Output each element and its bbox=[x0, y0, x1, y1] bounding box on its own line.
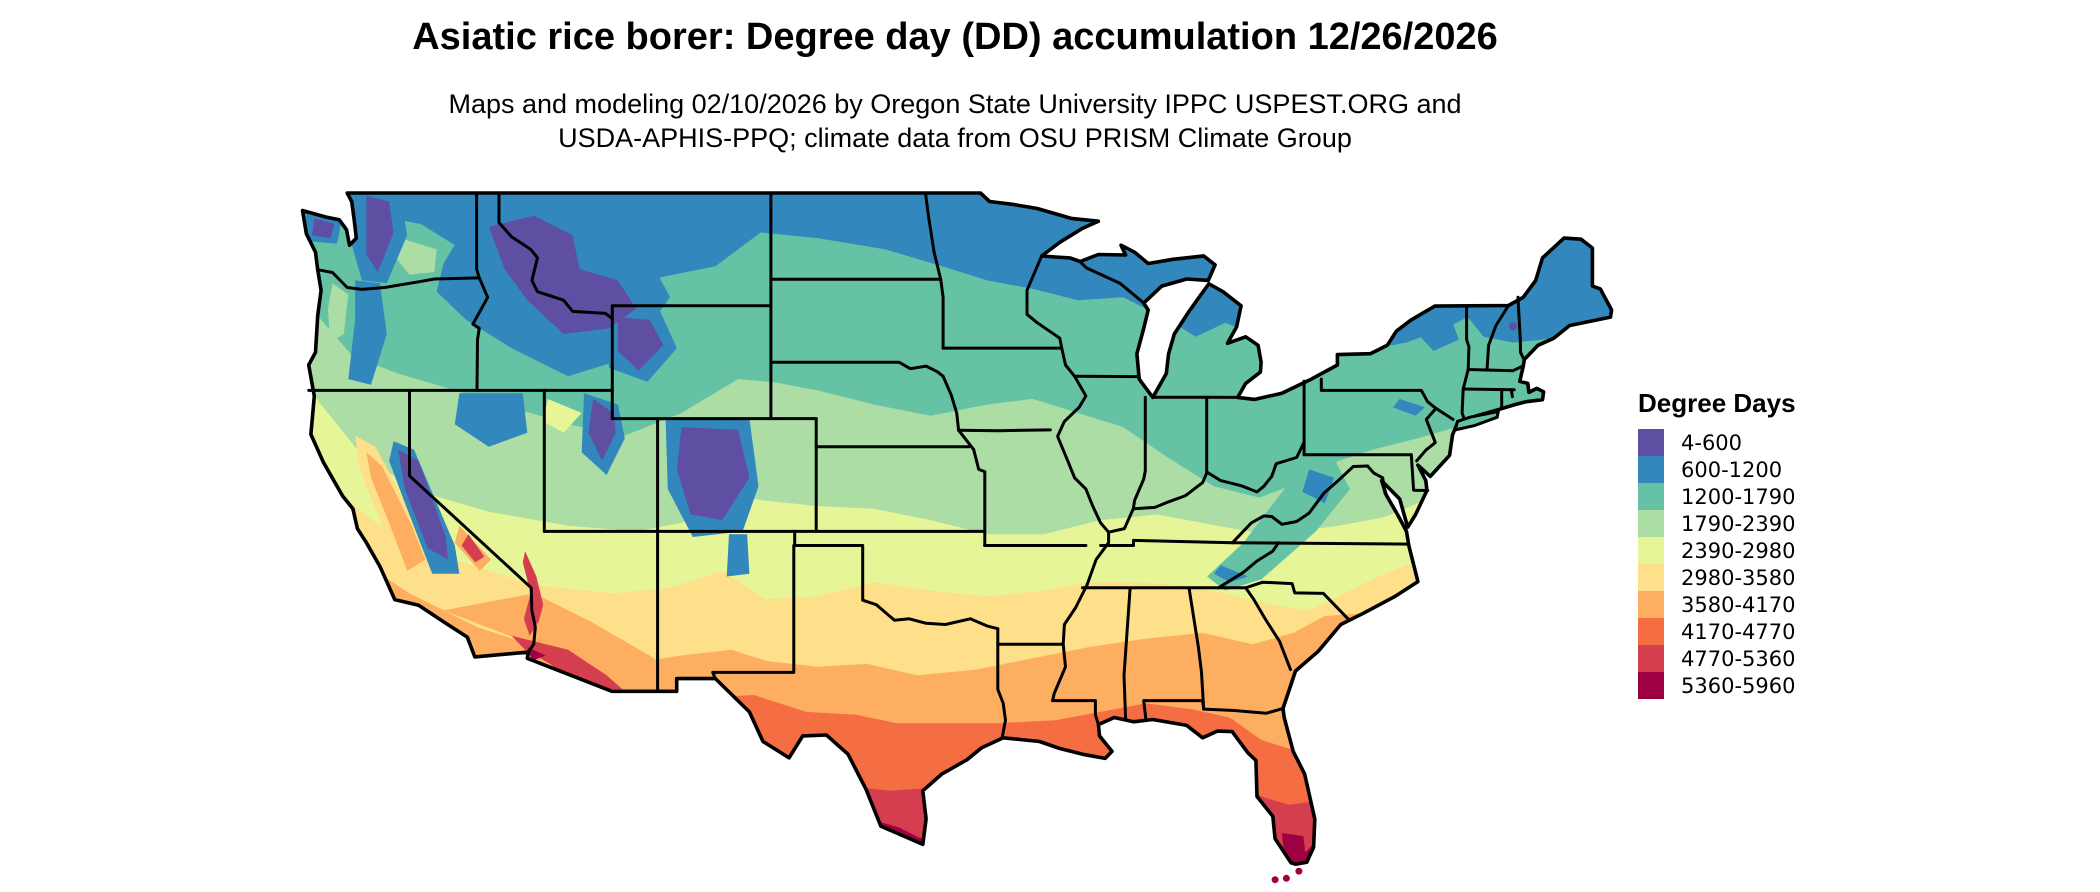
legend-item: 4770-5360 bbox=[1638, 645, 1796, 672]
subtitle-line-1: Maps and modeling 02/10/2026 by Oregon S… bbox=[448, 89, 1462, 119]
legend-item: 1790-2390 bbox=[1638, 510, 1796, 537]
legend-label: 2390-2980 bbox=[1681, 538, 1796, 563]
legend-label: 4770-5360 bbox=[1681, 646, 1796, 671]
legend-label: 1790-2390 bbox=[1681, 511, 1796, 536]
florida-keys-dot bbox=[1295, 867, 1303, 875]
legend-label: 5360-5960 bbox=[1681, 673, 1796, 698]
florida-keys-dot bbox=[1271, 876, 1279, 884]
legend-color-swatch bbox=[1638, 645, 1664, 672]
figure-title: Asiatic rice borer: Degree day (DD) accu… bbox=[412, 16, 1498, 58]
degree-days-legend: Degree Days 4-600 600-1200 1200-1790 1790-2… bbox=[1638, 388, 1796, 699]
legend-color-swatch bbox=[1638, 564, 1664, 591]
legend-item: 600-1200 bbox=[1638, 456, 1796, 483]
legend-color-swatch bbox=[1638, 483, 1664, 510]
legend-item: 3580-4170 bbox=[1638, 591, 1796, 618]
legend-color-swatch bbox=[1638, 672, 1664, 699]
legend-label: 1200-1790 bbox=[1681, 484, 1796, 509]
legend-color-swatch bbox=[1638, 591, 1664, 618]
legend-label: 4-600 bbox=[1681, 430, 1743, 455]
legend-label: 2980-3580 bbox=[1681, 565, 1796, 590]
legend-color-swatch bbox=[1638, 510, 1664, 537]
legend-label: 3580-4170 bbox=[1681, 592, 1796, 617]
legend-item: 4170-4770 bbox=[1638, 618, 1796, 645]
subtitle-line-2: USDA-APHIS-PPQ; climate data from OSU PR… bbox=[558, 123, 1352, 153]
legend-label: 4170-4770 bbox=[1681, 619, 1796, 644]
legend-label: 600-1200 bbox=[1681, 457, 1783, 482]
legend-color-swatch bbox=[1638, 537, 1664, 564]
florida-keys-dot bbox=[1282, 874, 1290, 882]
legend-item: 1200-1790 bbox=[1638, 483, 1796, 510]
legend-title: Degree Days bbox=[1638, 388, 1796, 418]
legend-items: 4-600 600-1200 1200-1790 1790-2390 2390-2980… bbox=[1638, 429, 1796, 699]
legend-item: 5360-5960 bbox=[1638, 672, 1796, 699]
state-borders bbox=[307, 191, 1526, 740]
legend-color-swatch bbox=[1638, 618, 1664, 645]
long-island bbox=[1453, 409, 1501, 432]
legend-item: 2390-2980 bbox=[1638, 537, 1796, 564]
figure-subtitle: Maps and modeling 02/10/2026 by Oregon S… bbox=[0, 87, 1910, 155]
legend-color-swatch bbox=[1638, 429, 1664, 456]
national-outline bbox=[300, 191, 1614, 866]
legend-item: 4-600 bbox=[1638, 429, 1796, 456]
legend-item: 2980-3580 bbox=[1638, 564, 1796, 591]
legend-color-swatch bbox=[1638, 456, 1664, 483]
